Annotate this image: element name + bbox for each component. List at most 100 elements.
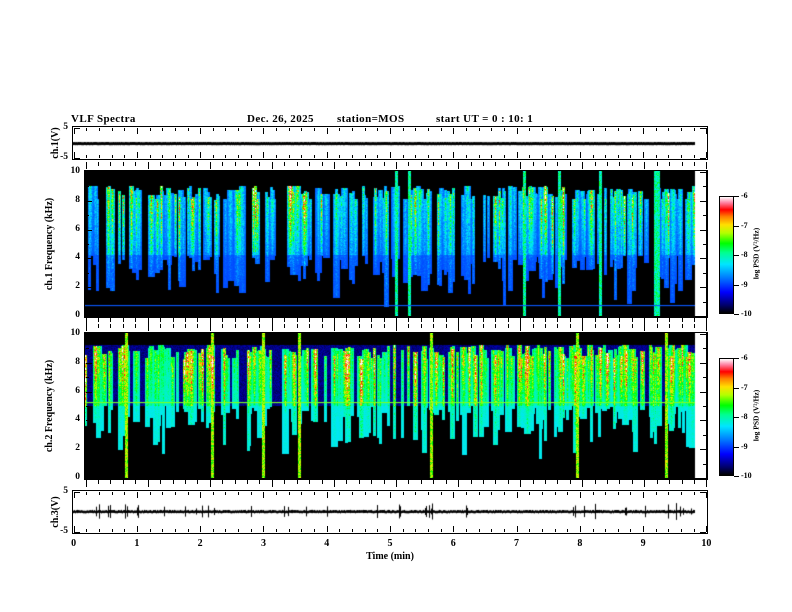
x-tick-comb xyxy=(122,162,124,166)
x-major-tick xyxy=(579,526,581,533)
y-major-tick xyxy=(73,532,80,534)
x-minor-tick xyxy=(187,491,189,495)
x-tick-comb xyxy=(135,480,137,484)
x-tick-comb xyxy=(520,318,522,325)
ch3-waveform-trace xyxy=(73,491,706,532)
x-minor-tick xyxy=(491,491,493,495)
x-tick-comb xyxy=(371,480,373,484)
x-tick-comb xyxy=(532,480,534,484)
x-tick-comb xyxy=(172,318,174,322)
x-minor-tick xyxy=(592,127,594,131)
x-tick-comb xyxy=(420,318,422,322)
x-tick-comb xyxy=(209,324,211,331)
x-major-tick xyxy=(390,526,391,533)
y-minor-tick xyxy=(703,348,707,350)
x-tick-comb xyxy=(458,324,460,331)
x-tick-comb xyxy=(520,162,522,169)
x-tick-label: 5 xyxy=(387,538,393,549)
x-tick-comb xyxy=(681,480,683,484)
x-minor-tick xyxy=(124,127,126,131)
y-tick-label: 0 xyxy=(75,472,80,483)
x-tick-comb xyxy=(532,318,534,322)
x-tick-comb xyxy=(371,318,373,322)
y-major-tick xyxy=(85,333,92,335)
x-major-tick xyxy=(73,152,75,159)
x-tick-comb xyxy=(420,324,422,328)
y-major-tick xyxy=(700,333,707,335)
x-tick-comb xyxy=(656,162,658,166)
x-minor-tick xyxy=(276,491,278,495)
x-minor-tick xyxy=(681,529,683,533)
x-minor-tick xyxy=(529,529,531,533)
x-tick-comb xyxy=(433,162,435,166)
x-minor-tick xyxy=(124,529,126,533)
x-major-tick xyxy=(453,127,455,134)
x-major-tick xyxy=(453,491,455,498)
x-minor-tick xyxy=(377,155,379,159)
x-minor-tick xyxy=(212,491,214,495)
x-tick-comb xyxy=(284,480,286,484)
x-tick-comb xyxy=(644,162,646,169)
x-tick-comb xyxy=(296,324,298,328)
x-tick-comb xyxy=(644,324,646,331)
x-tick-comb xyxy=(420,480,422,484)
x-tick-comb xyxy=(644,480,646,487)
x-minor-tick xyxy=(352,491,354,495)
x-tick-comb xyxy=(669,162,671,166)
x-tick-comb xyxy=(135,324,137,328)
x-major-tick xyxy=(326,526,328,533)
x-minor-tick xyxy=(478,491,480,495)
x-minor-tick xyxy=(617,155,619,159)
x-minor-tick xyxy=(301,491,303,495)
x-minor-tick xyxy=(617,491,619,495)
x-tick-comb xyxy=(607,324,609,328)
x-tick-comb xyxy=(619,480,621,484)
x-major-tick xyxy=(579,491,581,498)
x-tick-comb xyxy=(209,480,211,487)
x-tick-comb xyxy=(160,480,162,484)
x-minor-tick xyxy=(276,529,278,533)
y-tick-label: -5 xyxy=(60,526,68,537)
x-tick-comb xyxy=(470,324,472,328)
x-tick-comb xyxy=(631,318,633,322)
x-tick-comb xyxy=(85,162,87,169)
x-major-tick xyxy=(390,152,391,159)
x-tick-comb xyxy=(631,162,633,166)
x-tick-comb xyxy=(346,318,348,322)
x-minor-tick xyxy=(225,155,227,159)
x-tick-label: 4 xyxy=(324,538,330,549)
x-major-tick xyxy=(73,491,75,498)
x-major-tick xyxy=(390,491,391,498)
y-minor-tick xyxy=(703,434,707,436)
x-minor-tick xyxy=(605,491,607,495)
x-tick-comb xyxy=(495,162,497,166)
x-major-tick xyxy=(326,152,328,159)
x-major-tick xyxy=(706,491,708,498)
x-minor-tick xyxy=(314,127,316,131)
x-minor-tick xyxy=(238,155,240,159)
colorbar-ch2-tick xyxy=(734,446,739,448)
x-major-tick xyxy=(326,491,328,498)
x-minor-tick xyxy=(491,529,493,533)
figure-date: Dec. 26, 2025 xyxy=(247,113,314,125)
x-tick-comb xyxy=(184,162,186,166)
x-minor-tick xyxy=(693,155,695,159)
x-tick-comb xyxy=(569,480,571,484)
y-major-tick xyxy=(700,158,707,160)
x-minor-tick xyxy=(465,491,467,495)
panel-ch2-spectrogram xyxy=(84,332,708,480)
x-minor-tick xyxy=(98,491,100,495)
x-minor-tick xyxy=(149,491,151,495)
x-tick-comb xyxy=(122,324,124,328)
x-tick-comb xyxy=(197,324,199,328)
x-tick-comb xyxy=(284,324,286,328)
x-tick-comb xyxy=(470,162,472,166)
colorbar-ch1-tick xyxy=(734,225,739,227)
x-tick-comb xyxy=(445,318,447,322)
x-minor-tick xyxy=(377,127,379,131)
y-major-tick xyxy=(85,200,92,202)
x-tick-comb xyxy=(321,162,323,166)
x-minor-tick xyxy=(187,529,189,533)
colorbar-ch1-tick xyxy=(734,284,739,286)
